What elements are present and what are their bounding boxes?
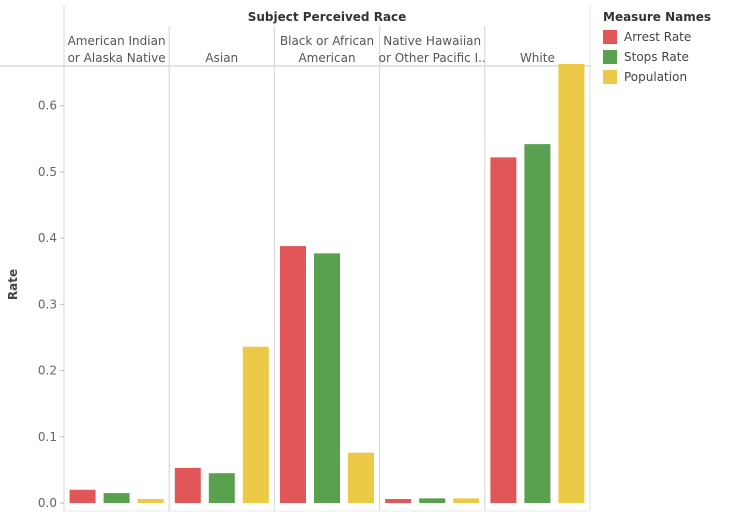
legend-swatch-stops-rate (603, 50, 617, 64)
y-tick-label: 0.6 (38, 99, 57, 113)
bar-population[interactable] (242, 346, 269, 503)
legend-item-stops-rate[interactable]: Stops Rate (603, 47, 739, 67)
bar-stops-rate[interactable] (314, 253, 340, 503)
legend-label-population: Population (624, 70, 688, 84)
y-tick-label: 0.0 (38, 496, 57, 510)
legend-title: Measure Names (603, 10, 712, 24)
column-header-title: Subject Perceived Race (248, 10, 407, 24)
bar-arrest-rate[interactable] (490, 157, 517, 503)
category-panels: American Indian or Alaska Native Asian Blac… (68, 26, 555, 511)
bar-population[interactable] (558, 64, 585, 503)
y-tick-label: 0.4 (38, 231, 57, 245)
column-header: Subject Perceived Race (0, 6, 591, 511)
legend-item-population[interactable]: Population (603, 67, 739, 87)
bar-arrest-rate[interactable] (69, 489, 96, 503)
y-axis: Rate 0.0 0.1 0.2 0.3 0.4 0.5 0.6 (6, 99, 590, 512)
bar-population[interactable] (453, 498, 480, 503)
bar-stops-rate[interactable] (208, 473, 235, 503)
legend-label-arrest-rate: Arrest Rate (624, 30, 692, 44)
y-tick-label: 0.5 (38, 165, 57, 179)
legend: Measure Names Arrest Rate Stops Rate Pop… (603, 9, 739, 87)
legend-item-arrest-rate[interactable]: Arrest Rate (603, 27, 739, 47)
bars (69, 64, 585, 503)
y-tick-label: 0.3 (38, 297, 57, 311)
bar-stops-rate[interactable] (419, 498, 446, 503)
bar-arrest-rate[interactable] (280, 246, 306, 503)
category-label-line1: Native Hawaiian (383, 34, 481, 48)
bar-arrest-rate[interactable] (174, 467, 201, 503)
category-label-line2: American (298, 51, 355, 65)
legend-swatch-population (603, 70, 617, 84)
category-label-line2: Asian (205, 51, 238, 65)
bar-population[interactable] (348, 452, 374, 503)
legend-label-stops-rate: Stops Rate (624, 50, 689, 64)
category-label-line2: White (520, 51, 555, 65)
bar-arrest-rate[interactable] (385, 499, 412, 503)
bar-stops-rate[interactable] (103, 493, 130, 503)
category-label-line1: American Indian (68, 34, 166, 48)
category-label-line2: or Other Pacific I.. (379, 51, 486, 65)
category-label-line1: Black or African (280, 34, 374, 48)
y-tick-label: 0.1 (38, 430, 57, 444)
y-tick-label: 0.2 (38, 364, 57, 378)
y-axis-title: Rate (6, 269, 20, 300)
bar-stops-rate[interactable] (524, 144, 551, 503)
bar-population[interactable] (137, 499, 164, 503)
category-label-line2: or Alaska Native (68, 51, 166, 65)
legend-swatch-arrest-rate (603, 30, 617, 44)
